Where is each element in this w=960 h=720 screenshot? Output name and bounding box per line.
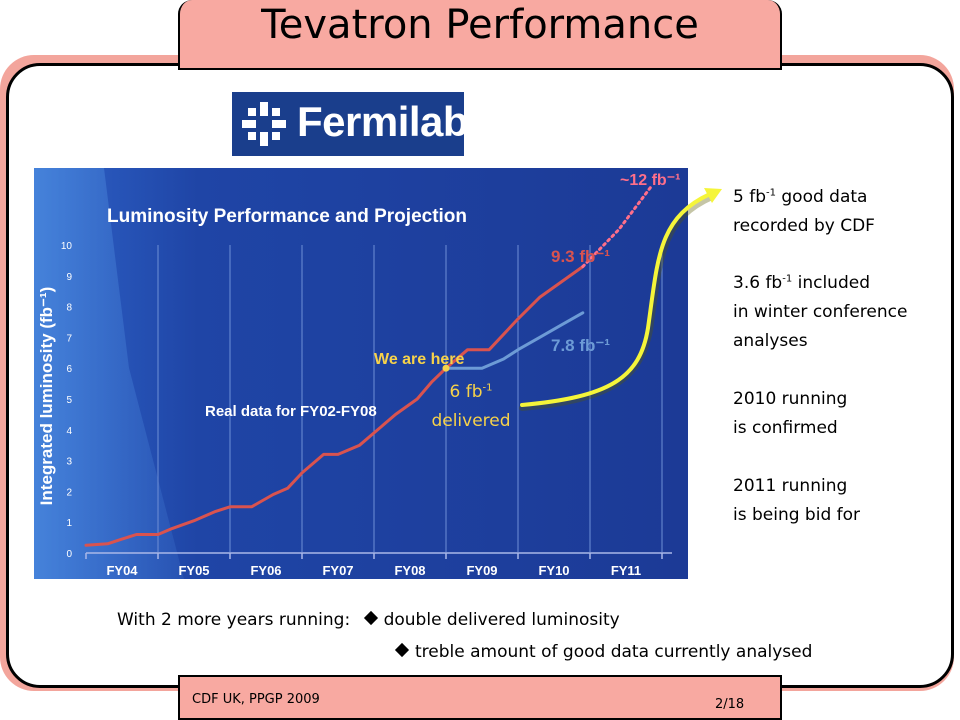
title-tab [178, 0, 782, 70]
y-axis-label: Integrated luminosity (fb⁻¹) [37, 287, 56, 506]
y-tick-label: 8 [66, 303, 72, 314]
note-good-data: 5 fb-1 good data recorded by CDF [733, 183, 875, 241]
x-tick-label: FY10 [538, 563, 569, 578]
y-tick-label: 9 [66, 272, 72, 283]
note-winter-line2: in winter conference [733, 302, 908, 322]
bottom-lead-text: With 2 more years running: [117, 610, 351, 630]
y-tick-label: 0 [66, 549, 72, 560]
footer-tab [178, 675, 782, 720]
note-winter-value: 3.6 fb [733, 273, 783, 293]
slide-number: 2/18 [715, 697, 745, 712]
low-projection-label: 7.8 fb⁻¹ [551, 336, 610, 355]
note-2011-line2: is being bid for [733, 505, 861, 525]
note-good-data-line2: recorded by CDF [733, 216, 875, 236]
y-tick-label: 7 [66, 333, 72, 344]
x-tick-label: FY04 [106, 563, 138, 578]
real-data-label: Real data for FY02-FY08 [205, 403, 377, 420]
page-title: Tevatron Performance [261, 2, 699, 48]
bullet-diamond-icon [363, 610, 378, 626]
note-winter-analyses: 3.6 fb-1 included in winter conference a… [733, 269, 907, 356]
x-tick-label: FY09 [466, 563, 497, 578]
note-2010-running: 2010 running is confirmed [733, 385, 847, 443]
we-are-here-marker [442, 364, 450, 372]
extrapolation-label: ~12 fb⁻¹ [620, 172, 680, 189]
fermilab-emblem-icon [242, 102, 286, 146]
delivered-annotation: 6 fb-1 delivered [424, 378, 518, 436]
delivered-value: 6 fb [449, 382, 483, 402]
fermilab-logo: Fermilab [232, 92, 469, 156]
bullet-diamond-icon [394, 642, 410, 658]
y-tick-labels: 0 1 2 3 4 5 6 7 8 9 10 [61, 241, 73, 560]
chart-shade [34, 168, 184, 579]
x-tick-label: FY06 [250, 563, 281, 578]
delivered-label: delivered [431, 411, 511, 431]
luminosity-chart: Luminosity Performance and Projection In… [34, 168, 688, 579]
bottom-bullet-row-2: treble amount of good data currently ana… [394, 642, 813, 662]
y-tick-label: 5 [66, 395, 72, 406]
y-tick-label: 3 [66, 457, 72, 468]
x-tick-label: FY05 [178, 563, 209, 578]
footer-conference: CDF UK, PPGP 2009 [192, 692, 320, 707]
y-tick-label: 2 [66, 487, 72, 498]
bottom-lead: With 2 more years running: double delive… [117, 610, 620, 630]
note-good-data-sup: -1 [766, 187, 776, 199]
note-2010-line2: is confirmed [733, 418, 838, 438]
note-good-data-value: 5 fb [733, 187, 766, 207]
note-2011-line1: 2011 running [733, 476, 848, 496]
y-tick-label: 6 [66, 364, 72, 375]
bottom-bullet-1: double delivered luminosity [383, 610, 620, 630]
x-tick-label: FY08 [394, 563, 425, 578]
we-are-here-label: We are here [374, 351, 465, 368]
chart-title: Luminosity Performance and Projection [107, 206, 467, 227]
note-winter-text: included [792, 273, 870, 293]
y-tick-label: 10 [61, 241, 73, 252]
y-tick-label: 4 [66, 426, 72, 437]
note-winter-sup: -1 [782, 273, 793, 285]
note-2011-running: 2011 running is being bid for [733, 472, 860, 530]
note-good-data-text: good data [775, 187, 868, 207]
x-tick-labels: FY04 FY05 FY06 FY07 FY08 FY09 FY10 FY11 [106, 563, 641, 578]
x-tick-label: FY07 [322, 563, 353, 578]
note-2010-line1: 2010 running [733, 389, 848, 409]
y-tick-label: 1 [66, 518, 72, 529]
logo-wordmark: Fermilab [297, 98, 469, 145]
high-projection-label: 9.3 fb⁻¹ [551, 247, 610, 266]
series-real-line [84, 265, 585, 547]
delivered-unit-sup: -1 [482, 382, 493, 394]
x-tick-label: FY11 [611, 563, 641, 578]
bottom-bullet-2: treble amount of good data currently ana… [415, 642, 813, 662]
note-winter-line3: analyses [733, 331, 808, 351]
